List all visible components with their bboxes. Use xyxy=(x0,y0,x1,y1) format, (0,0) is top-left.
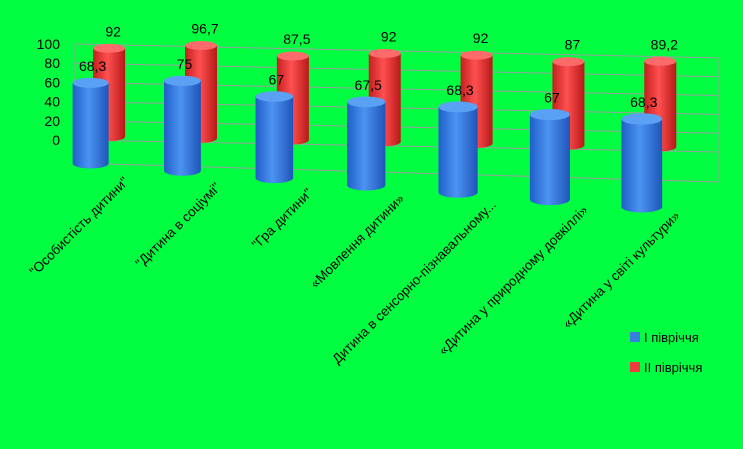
bar-series2-top xyxy=(460,50,493,60)
data-label-series2: 92 xyxy=(473,30,489,46)
y-axis-ticks: 0 20 40 60 80 100 xyxy=(37,36,61,148)
data-label-series1: 68,3 xyxy=(446,82,473,98)
bar-series2-top xyxy=(93,43,126,53)
bar-series1-body xyxy=(72,82,109,169)
bar-series1-top xyxy=(164,75,201,87)
bar-series1-top xyxy=(529,108,570,121)
bar-series1 xyxy=(529,108,570,206)
bar-series1-top xyxy=(255,91,294,102)
bar-series2-top xyxy=(552,57,585,67)
bar-series1-body xyxy=(621,118,663,213)
data-labels: 92 96,7 87,5 92 92 87 89,2 68,3 75 67 67,5 68,3 67 68… xyxy=(79,20,678,109)
bar-series1-top xyxy=(346,96,386,108)
bar-series1-body xyxy=(164,80,201,176)
legend-label: I півріччя xyxy=(644,330,699,345)
category-label: "Особистість дитини" xyxy=(27,174,132,279)
data-label-series2: 92 xyxy=(105,23,121,39)
chart-bars xyxy=(72,41,677,213)
data-label-series1: 68,3 xyxy=(630,94,657,110)
y-tick-label: 20 xyxy=(44,113,60,129)
bar-series1-top xyxy=(621,113,663,125)
category-label: «Дитина у світі культури» xyxy=(560,208,683,331)
y-tick-label: 0 xyxy=(52,132,60,148)
bar-series1 xyxy=(72,77,109,169)
data-label-series2: 87 xyxy=(565,37,581,53)
legend-label: II півріччя xyxy=(644,360,702,375)
bar-series1-body xyxy=(255,96,294,184)
data-label-series2: 96,7 xyxy=(191,20,218,36)
data-label-series1: 68,3 xyxy=(79,58,106,74)
bar-series2-top xyxy=(276,51,309,61)
x-axis-category-labels: "Особистість дитини" "Дитина в соціумі" "Г… xyxy=(27,174,683,367)
data-label-series1: 67 xyxy=(269,71,285,87)
chart-legend: I півріччя II півріччя xyxy=(630,330,702,375)
bar-series2-top xyxy=(185,41,218,50)
y-tick-label: 100 xyxy=(37,36,61,52)
data-label-series2: 89,2 xyxy=(651,36,678,52)
category-label: "Дитина в соціумі" xyxy=(133,180,224,271)
bar-series1-body xyxy=(438,106,478,198)
bar-series2-top xyxy=(368,48,401,58)
bar-series1-top xyxy=(72,77,109,88)
bar-series2-top xyxy=(644,56,677,66)
category-label: «Мовлення дитини» xyxy=(307,191,407,291)
bar-series1 xyxy=(255,91,294,184)
legend-swatch xyxy=(630,362,640,372)
data-label-series1: 67 xyxy=(544,90,560,106)
data-label-series2: 92 xyxy=(381,28,397,44)
legend-swatch xyxy=(630,332,640,342)
bar-series1 xyxy=(164,75,201,176)
y-tick-label: 60 xyxy=(44,74,60,90)
y-tick-label: 80 xyxy=(44,55,60,71)
data-label-series1: 67,5 xyxy=(355,77,382,93)
data-label-series2: 87,5 xyxy=(283,31,310,47)
y-tick-label: 40 xyxy=(44,94,60,110)
bar-series1 xyxy=(621,113,663,213)
bar-series1-top xyxy=(438,101,478,113)
bar-series1-body xyxy=(529,114,570,206)
bar-series1 xyxy=(346,96,386,191)
category-label: Дитина в сенсорно-пізнавальному... xyxy=(329,197,499,367)
bar-series1-body xyxy=(346,101,386,191)
category-label: "Гра дитини" xyxy=(249,185,316,252)
bar-series1 xyxy=(438,101,478,198)
data-label-series1: 75 xyxy=(177,56,193,72)
